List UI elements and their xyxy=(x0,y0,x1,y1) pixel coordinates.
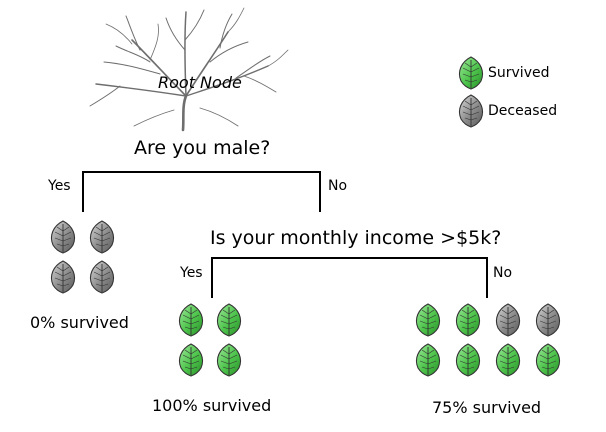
deceased-leaf-icon xyxy=(535,303,561,337)
tree-branch xyxy=(267,49,289,67)
edge-label-q1-yes: Yes xyxy=(48,178,71,194)
tree-branch xyxy=(103,61,161,75)
outcome-female-low-income: 75% survived xyxy=(432,398,542,417)
tree-branch xyxy=(149,23,159,61)
tree-branch xyxy=(133,109,175,127)
survived-leaf-icon xyxy=(216,343,242,377)
survived-leaf-icon xyxy=(535,343,561,377)
edge-label-q1-no: No xyxy=(328,178,348,194)
tree-branch xyxy=(199,107,239,127)
leaf-group-male xyxy=(50,220,115,294)
survived-leaf-icon xyxy=(178,303,204,337)
tree-branch xyxy=(95,83,187,97)
tree-branch xyxy=(235,55,271,79)
tree-branch xyxy=(243,75,277,93)
survived-leaf-icon xyxy=(216,303,242,337)
root-tree-illustration xyxy=(89,7,289,132)
deceased-leaf-icon xyxy=(50,220,76,254)
tree-branch xyxy=(89,85,121,107)
legend-survived-label: Survived xyxy=(488,65,550,81)
deceased-leaf-icon xyxy=(89,220,115,254)
tree-branch xyxy=(184,9,205,41)
leaf-group-female-high-income xyxy=(178,303,242,377)
question-male: Are you male? xyxy=(134,137,271,159)
deceased-leaf-icon xyxy=(495,303,521,337)
legend-deceased-label: Deceased xyxy=(488,103,558,119)
tree-branch xyxy=(185,65,269,97)
tree-branch xyxy=(105,23,133,45)
legend-survived-leaf-icon xyxy=(458,56,484,90)
tree-branch xyxy=(165,17,186,51)
survived-leaf-icon xyxy=(455,303,481,337)
tree-branch xyxy=(115,45,151,63)
root-node-label: Root Node xyxy=(158,73,242,92)
split-bracket-q1 xyxy=(82,171,321,212)
survived-leaf-icon xyxy=(415,343,441,377)
tree-branch xyxy=(227,7,245,33)
survived-leaf-icon xyxy=(455,343,481,377)
deceased-leaf-icon xyxy=(50,260,76,294)
edge-label-q2-no: No xyxy=(493,265,513,281)
tree-branch xyxy=(131,39,187,97)
survived-leaf-icon xyxy=(178,343,204,377)
survived-leaf-icon xyxy=(415,303,441,337)
tree-branch xyxy=(209,41,249,63)
question-income: Is your monthly income >$5k? xyxy=(210,227,502,249)
tree-branch xyxy=(185,31,229,97)
outcome-female-high-income: 100% survived xyxy=(152,396,272,415)
tree-trunk xyxy=(181,94,188,132)
tree-branch xyxy=(184,11,187,97)
deceased-leaf-icon xyxy=(89,260,115,294)
leaf-group-female-low-income xyxy=(415,303,561,377)
legend-deceased-leaf-icon xyxy=(458,94,484,128)
tree-branch xyxy=(125,15,141,51)
split-bracket-q2 xyxy=(211,257,488,298)
survived-leaf-icon xyxy=(495,343,521,377)
tree-branch xyxy=(219,13,233,49)
edge-label-q2-yes: Yes xyxy=(180,265,203,281)
outcome-male: 0% survived xyxy=(30,313,129,332)
